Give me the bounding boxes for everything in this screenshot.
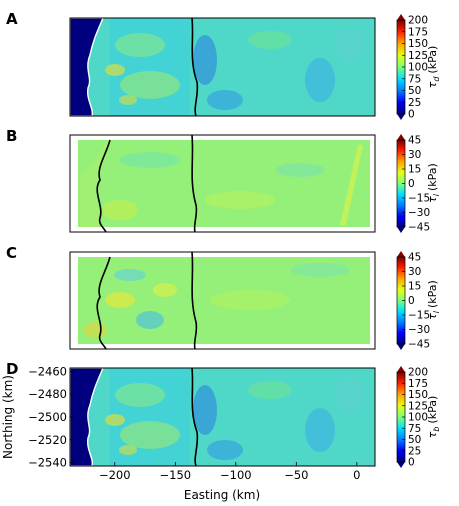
colorbar-symbol-a: τ	[426, 81, 439, 88]
plot-frame-c	[69, 251, 376, 350]
colorbar-tick-label: 50	[408, 434, 421, 446]
colorbar-tick-label: 50	[408, 85, 421, 97]
colorbar-symbol-d: τ	[426, 431, 439, 438]
x-tick-label: −200	[99, 468, 131, 482]
colorbar-title-c: τl (kPa)	[426, 280, 441, 320]
colorbar-tick-label: 25	[408, 97, 421, 109]
y-tick-label: −2520	[28, 433, 67, 447]
y-tick-label: −2540	[28, 456, 67, 470]
panel-label-c: C	[6, 244, 17, 262]
colorbar-tick-label: 200	[408, 15, 428, 27]
colorbar-title-a: τd (kPa)	[426, 46, 441, 89]
colorbar-tick-label: 200	[408, 367, 428, 379]
colorbar-tick-label: 75	[408, 73, 421, 85]
y-axis-ticks: −2460 −2480 −2500 −2520 −2540	[28, 364, 74, 470]
colorbar-tick-label: 150	[408, 389, 428, 401]
panel-b: B 45 30 15 0 −15 −30 −45 τl (kPa)	[6, 127, 441, 234]
plot-frame-b	[69, 134, 376, 233]
colorbar-tick-label: 100	[408, 62, 428, 74]
colorbar-sub-d: b	[432, 427, 441, 432]
colorbar-ticks-c: 45 30 15 0 −15 −30 −45	[402, 252, 430, 351]
colorbar-title-b: τl (kPa)	[426, 163, 441, 203]
heatmap-b	[70, 135, 375, 232]
y-tick-label: −2480	[28, 387, 67, 401]
colorbar-sub-a: d	[432, 76, 441, 82]
colorbar-tick-label: 175	[408, 378, 428, 390]
colorbar-unit-c: (kPa)	[426, 280, 439, 308]
colorbar-tick-label: 45	[408, 135, 421, 147]
colorbar-unit-b: (kPa)	[426, 163, 439, 191]
colorbar-tick-label: −15	[408, 193, 430, 205]
colorbar-tick-label: 15	[408, 281, 421, 293]
y-axis-label: Northing (km)	[1, 375, 15, 459]
x-tick-label: −50	[284, 468, 308, 482]
heatmap-c	[70, 252, 375, 349]
panel-label-b: B	[6, 127, 17, 145]
colorbar-tick-label: 100	[408, 412, 428, 424]
colorbar-unit-a: (kPa)	[426, 46, 439, 74]
panel-c: C 45 30 15 0 −15 −30 −45 τl (kPa)	[6, 244, 441, 351]
colorbar-sub-c: l	[432, 310, 441, 313]
colorbar-tick-label: 25	[408, 445, 421, 457]
plot-frame-a	[69, 17, 376, 117]
colorbar-tick-label: −15	[408, 310, 430, 322]
colorbar-tick-label: 15	[408, 164, 421, 176]
colorbar-tick-label: 0	[408, 295, 415, 307]
x-tick-label: 0	[353, 468, 360, 482]
panel-label-d: D	[6, 360, 18, 378]
y-tick-label: −2500	[28, 410, 67, 424]
x-axis-label: Easting (km)	[184, 488, 260, 502]
y-tick-label: −2460	[28, 364, 67, 378]
colorbar-title-d: τb (kPa)	[426, 396, 441, 439]
colorbar-ticks-b: 45 30 15 0 −15 −30 −45	[402, 135, 430, 234]
panel-label-a: A	[6, 10, 18, 28]
colorbar-tick-label: 30	[408, 149, 421, 161]
colorbar-tick-label: 125	[408, 50, 428, 62]
colorbar-tick-label: 125	[408, 400, 428, 412]
colorbar-tick-label: 0	[408, 178, 415, 190]
colorbar-symbol-b: τ	[426, 196, 439, 203]
colorbar-tick-label: 30	[408, 266, 421, 278]
colorbar-tick-label: −45	[408, 339, 430, 351]
colorbar-tick-label: 45	[408, 252, 421, 264]
colorbar-tick-label: 75	[408, 423, 421, 435]
x-tick-label: −150	[160, 468, 192, 482]
colorbar-tick-label: −30	[408, 324, 430, 336]
colorbar-tick-label: −45	[408, 222, 430, 234]
colorbar-tick-label: 0	[408, 109, 415, 121]
colorbar-tick-label: 0	[408, 457, 415, 469]
heatmap-a	[70, 18, 375, 116]
colorbar-tick-label: 150	[408, 38, 428, 50]
colorbar-sub-b: l	[432, 193, 441, 196]
colorbar-tick-label: 175	[408, 26, 428, 38]
colorbar-symbol-c: τ	[426, 313, 439, 320]
x-tick-label: −100	[220, 468, 252, 482]
heatmap-d	[70, 368, 375, 466]
colorbar-unit-d: (kPa)	[426, 396, 439, 424]
x-axis-ticks: −200 −150 −100 −50 0	[99, 462, 361, 482]
colorbar-tick-label: −30	[408, 207, 430, 219]
